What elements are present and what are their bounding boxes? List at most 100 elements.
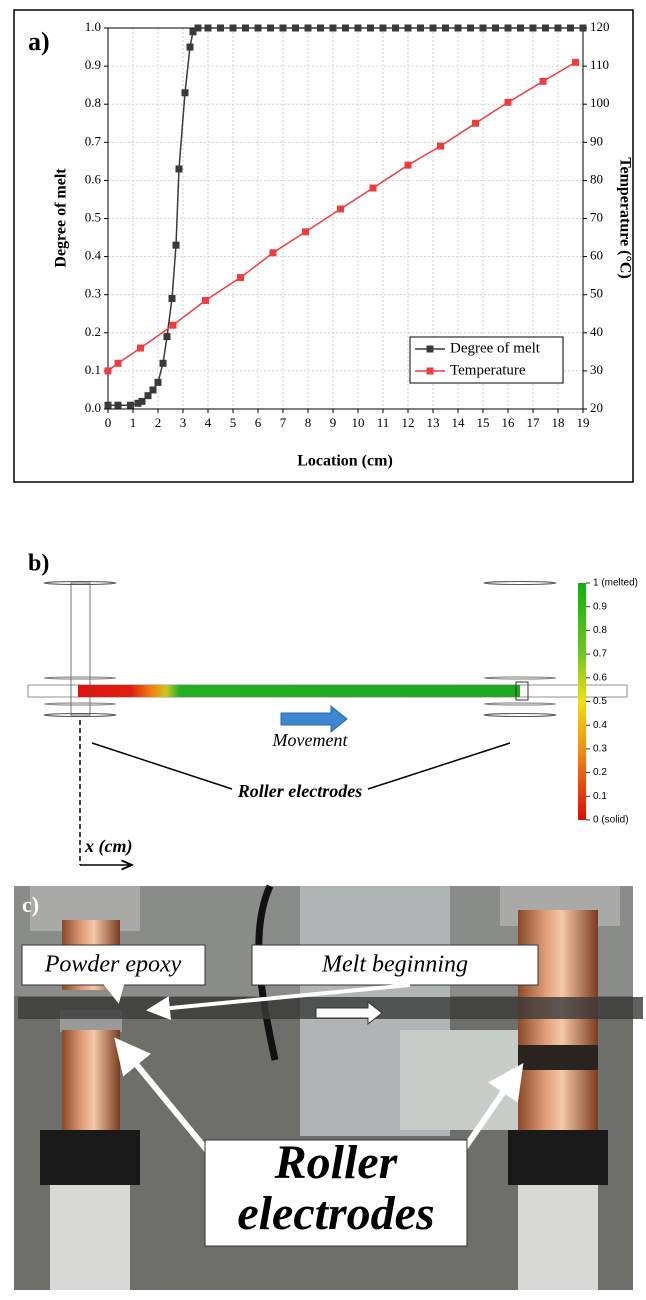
y2-tick-label: 70 — [590, 209, 603, 224]
marker — [579, 24, 587, 32]
x-tick-label: 6 — [255, 415, 262, 430]
x-tick-label: 1 — [130, 415, 137, 430]
pointer — [91, 742, 233, 790]
marker — [467, 24, 474, 32]
roller-edge — [43, 676, 117, 680]
marker — [114, 401, 122, 409]
x-tick-label: 4 — [205, 415, 212, 430]
x-tick-label: 14 — [452, 415, 466, 430]
y2-tick-label: 50 — [590, 286, 603, 301]
photo-block — [400, 1030, 520, 1130]
y-tick-label: 0.1 — [85, 362, 101, 377]
colorbar-label: 0 (solid) — [593, 815, 629, 826]
marker — [539, 77, 547, 85]
marker — [202, 296, 209, 304]
marker — [404, 24, 412, 32]
marker — [492, 24, 499, 32]
x-axis-title: Location (cm) — [297, 453, 393, 470]
marker — [168, 295, 176, 303]
arrow — [102, 978, 126, 1004]
roller-edge — [43, 581, 117, 585]
y-tick-label: 0.7 — [85, 133, 102, 148]
y-tick-label: 0.4 — [85, 248, 102, 263]
marker — [189, 28, 197, 36]
colorbar-label: 0.8 — [593, 625, 607, 636]
copper-roller — [518, 910, 598, 1130]
marker — [269, 249, 277, 257]
arrow — [457, 1063, 524, 1157]
marker — [237, 274, 244, 282]
mount — [50, 1185, 130, 1290]
label-box — [251, 944, 539, 986]
x-tick-label: 17 — [527, 415, 541, 430]
x-tick-label: 12 — [402, 415, 415, 430]
pointer — [367, 742, 511, 790]
y-tick-label: 0.3 — [85, 286, 101, 301]
marker — [554, 24, 562, 32]
marker — [437, 142, 444, 150]
marker — [392, 24, 399, 32]
x-tick-label: 7 — [280, 415, 287, 430]
legend-label: Temperature — [450, 362, 526, 378]
colorbar-label: 0.7 — [593, 649, 607, 660]
marker — [104, 367, 112, 375]
y2-axis-title: Temperature (°C) — [616, 157, 633, 278]
marker — [181, 89, 189, 97]
marker — [137, 344, 144, 352]
y-tick-label: 0.6 — [85, 171, 102, 186]
roller-edge — [483, 702, 557, 706]
marker — [369, 184, 377, 192]
movement-arrow — [315, 1000, 383, 1026]
marker — [517, 24, 524, 32]
y2-tick-label: 120 — [590, 19, 610, 34]
marker — [159, 359, 167, 367]
marker — [329, 24, 337, 32]
electrodes-label: Roller electrodes — [237, 781, 362, 801]
x-tick-label: 10 — [352, 415, 365, 430]
marker — [442, 24, 449, 32]
y-tick-label: 0.2 — [85, 324, 101, 339]
colorbar-label: 0.6 — [593, 672, 607, 683]
marker — [572, 58, 579, 66]
marker — [429, 24, 437, 32]
colorbar-label: 0.9 — [593, 601, 607, 612]
y-tick-label: 0.0 — [85, 400, 101, 415]
marker — [417, 24, 424, 32]
roller-edge — [483, 581, 557, 585]
panel-label: b) — [28, 551, 49, 577]
melt-strip — [78, 685, 520, 697]
marker — [504, 24, 512, 32]
marker — [229, 24, 237, 32]
y2-tick-label: 110 — [590, 57, 609, 72]
marker — [163, 333, 171, 341]
marker — [138, 397, 146, 405]
marker — [567, 24, 574, 32]
marker — [104, 401, 112, 409]
colorbar-label: 1 (melted) — [593, 578, 638, 589]
series-line — [107, 61, 576, 372]
arrow — [146, 983, 411, 1021]
marker — [472, 119, 479, 127]
movement-arrow — [280, 704, 348, 734]
x-tick-label: 3 — [180, 415, 187, 430]
colorbar-label: 0.3 — [593, 744, 607, 755]
marker — [504, 98, 512, 106]
marker — [175, 165, 183, 173]
colorbar-label: 0.5 — [593, 696, 607, 707]
copper-roller — [62, 1030, 120, 1130]
x-tick-label: 11 — [377, 415, 390, 430]
marker — [267, 24, 274, 32]
marker — [404, 161, 412, 169]
x-tick-label: 16 — [502, 415, 516, 430]
marker — [304, 24, 312, 32]
x-tick-label: 15 — [477, 415, 490, 430]
marker — [134, 399, 142, 407]
roller-edge — [43, 713, 117, 717]
roller-edge — [43, 702, 117, 706]
panel-label: c) — [22, 892, 39, 917]
marker — [337, 205, 344, 213]
y2-tick-label: 30 — [590, 362, 603, 377]
marker — [354, 24, 362, 32]
marker — [217, 24, 224, 32]
marker — [127, 401, 134, 409]
